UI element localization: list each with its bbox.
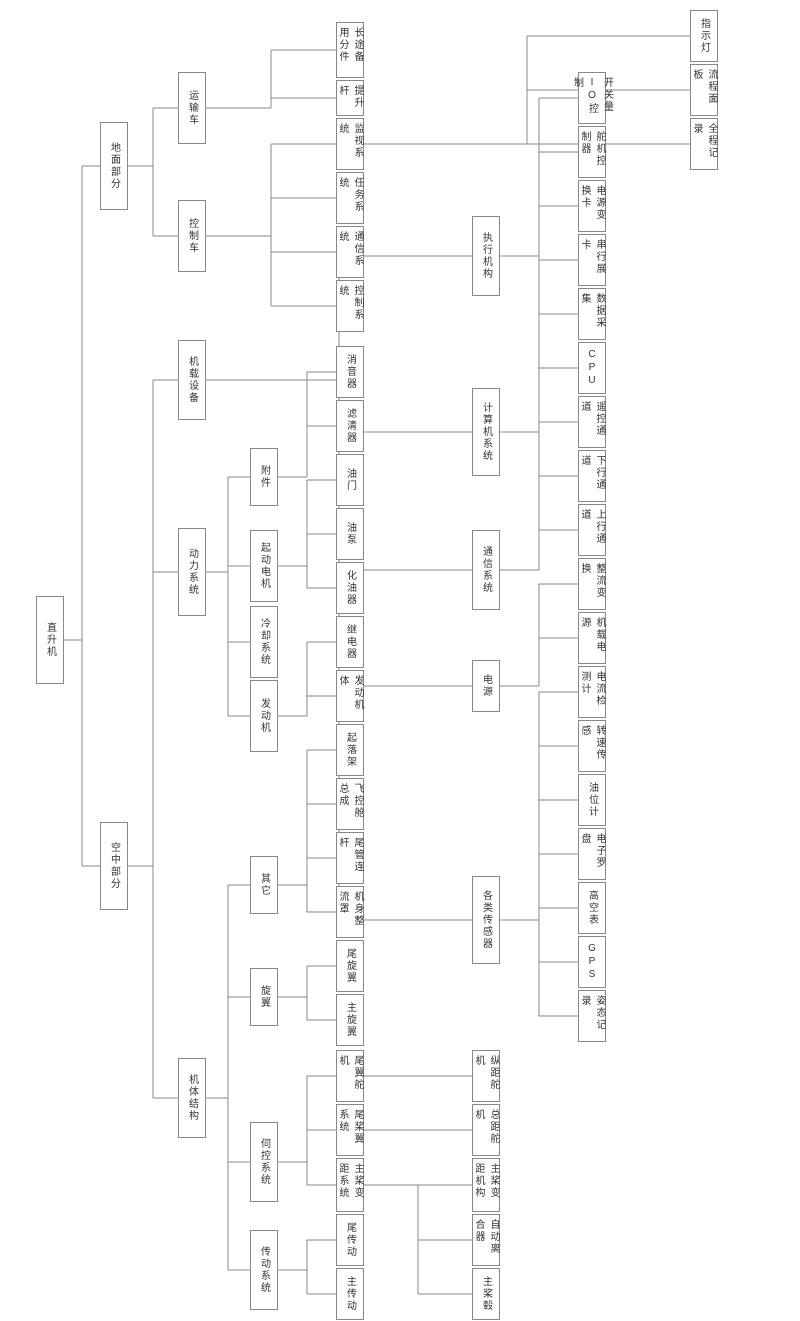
node-power_sys: 动力系统 [178,528,206,616]
node-transmission: 传动系统 [250,1230,278,1310]
node-rpm_sensor: 转速传感 [578,720,606,772]
node-accessory: 附件 [250,448,278,506]
node-engine_body: 发动机体 [336,670,364,722]
node-airborne_equip: 机载设备 [178,340,206,420]
node-control_car: 控制车 [178,200,206,272]
node-fuselage_fairing: 机身整流罩 [336,886,364,938]
node-air_part: 空中部分 [100,822,128,910]
node-downlink: 下行通道 [578,450,606,502]
node-fuel_gauge: 油位计 [578,774,606,826]
node-fc_assembly: 飞控舱总成 [336,778,364,830]
node-e_compass: 电子罗盘 [578,828,606,880]
node-full_rec: 全程记录 [690,118,718,170]
node-cooling: 冷却系统 [250,606,278,678]
node-tail_rotor: 尾旋翼 [336,940,364,992]
node-monitor_sys: 监视系统 [336,118,364,170]
node-servo_sys: 伺控系统 [250,1122,278,1202]
node-main_pitch: 主桨变距机构 [472,1158,500,1212]
node-collective_servo: 总距舵机 [472,1104,500,1156]
node-fuel_pump: 油泵 [336,508,364,560]
node-tail_rotor_sys: 尾桨翼系统 [336,1104,364,1156]
node-current_meter: 电流检测计 [578,666,606,718]
node-ctrl_sys: 控制系统 [336,280,364,332]
node-indicator: 指示灯 [690,10,718,62]
node-computer_sys: 计算机系统 [472,388,500,476]
node-pitch_servo: 纵距舵机 [472,1050,500,1102]
node-sensors: 各类传感器 [472,876,500,964]
node-gps: GPS [578,936,606,988]
node-uplink: 上行通道 [578,504,606,556]
node-throttle: 油门 [336,454,364,506]
node-comm_sys2: 通信系统 [472,530,500,610]
node-servo_ctrl: 舵机控制器 [578,126,606,178]
node-other: 其它 [250,856,278,914]
node-landing_gear: 起落架 [336,724,364,776]
node-relay: 继电器 [336,616,364,668]
node-engine: 发动机 [250,680,278,752]
node-power_conv: 电源变换卡 [578,180,606,232]
node-filter: 滤清器 [336,400,364,452]
node-ground_part: 地面部分 [100,122,128,210]
node-main_trans: 主传动 [336,1268,364,1320]
node-body_struct: 机体结构 [178,1058,206,1138]
node-cpu: CPU [578,342,606,394]
node-process_disp: 流程面板 [690,64,718,116]
node-serial_exp: 串行展卡 [578,234,606,286]
node-rotor: 旋翼 [250,968,278,1026]
node-actuator: 执行机构 [472,216,500,296]
node-muffler: 消音器 [336,346,364,398]
node-task_sys: 任务系统 [336,172,364,224]
node-main_rotor_sys: 主桨变距系统 [336,1158,364,1212]
node-attitude_rec: 姿态记录 [578,990,606,1042]
node-carburetor: 化油器 [336,562,364,614]
node-onboard_power: 机载电源 [578,612,606,664]
node-transport_car: 运输车 [178,72,206,144]
node-long_spare: 长途备用分件 [336,22,364,78]
node-comm_sys: 通信系统 [336,226,364,278]
node-lifter: 提升杆 [336,80,364,116]
node-io_ctrl: 开关量IO控制 [578,72,606,124]
node-rectifier: 整流变换 [578,558,606,610]
node-tail_servo: 尾翼舵机 [336,1050,364,1102]
node-data_acq: 数据采集 [578,288,606,340]
node-power_src: 电源 [472,660,500,712]
node-altimeter: 高空表 [578,882,606,934]
node-main_blade: 主桨毂 [472,1268,500,1320]
node-starter: 起动电机 [250,530,278,602]
node-auto_clutch: 自动离合器 [472,1214,500,1266]
node-tail_trans: 尾传动 [336,1214,364,1266]
node-root: 直升机 [36,596,64,684]
node-tail_boom: 尾管连杆 [336,832,364,884]
node-rc_channel: 遥控通道 [578,396,606,448]
node-main_rotor: 主旋翼 [336,994,364,1046]
